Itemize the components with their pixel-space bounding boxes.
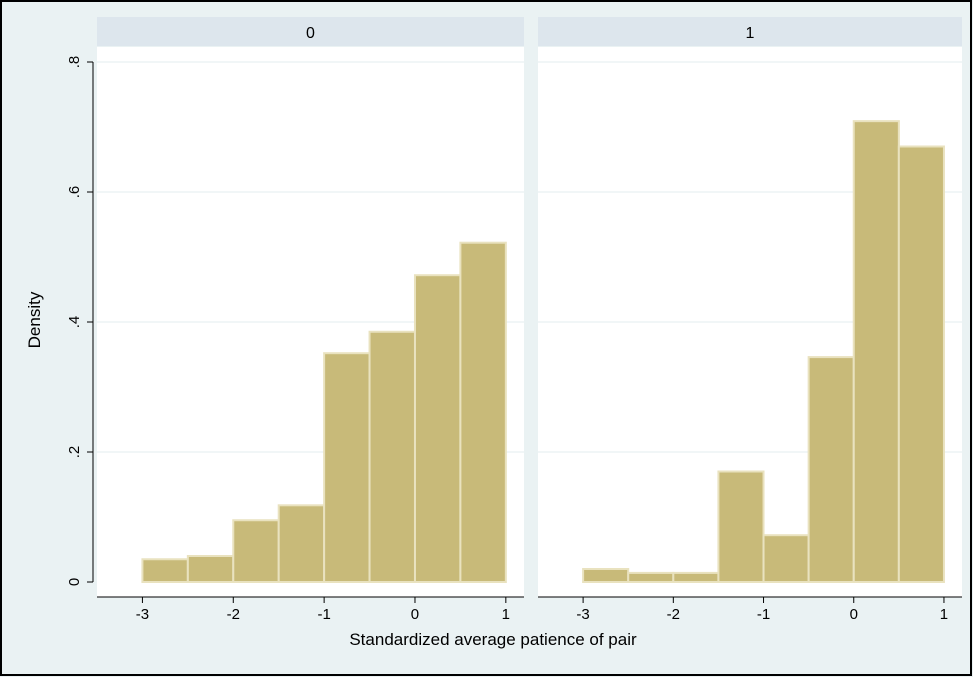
histogram-bar [672, 571, 720, 584]
x-tick-label: 0 [411, 606, 419, 623]
histogram-bar [141, 558, 189, 583]
panel-1: 1 -3 -2 -1 0 1 [538, 17, 962, 623]
histogram-bar [852, 120, 900, 584]
x-tick-label: 1 [502, 606, 510, 623]
histogram-bar [582, 568, 630, 583]
x-tick-label: 1 [940, 606, 948, 623]
x-tick-label: -3 [136, 606, 149, 623]
panel-strip-label: 0 [306, 25, 315, 42]
y-tick-label: .2 [66, 446, 83, 459]
panels-layer: 0 -3 -2 -1 0 1 1 -3 -2 -1 0 1 [97, 17, 962, 623]
panel-strip [97, 17, 524, 46]
y-axis-title: Density [25, 291, 44, 348]
histogram-bar [807, 356, 855, 583]
y-tick-label: 0 [66, 578, 83, 586]
histogram-bar [277, 504, 326, 583]
y-axis: 0 .2 .4 .6 .8 [66, 56, 94, 586]
histogram-bar [762, 534, 810, 584]
histogram-bar [897, 145, 945, 583]
histogram-bar [717, 470, 765, 583]
panel-0: 0 -3 -2 -1 0 1 [97, 17, 524, 623]
y-tick-label: .6 [66, 186, 83, 199]
histogram-bar [368, 330, 416, 583]
panel-strip-label: 1 [746, 25, 755, 42]
histogram-bar [459, 241, 507, 583]
y-tick-label: .8 [66, 56, 83, 69]
histogram-bar [323, 352, 371, 584]
histogram-bar [186, 555, 235, 583]
x-tick-label: -1 [317, 606, 330, 623]
x-tick-label: -3 [576, 606, 589, 623]
x-axis-title: Standardized average patience of pair [349, 630, 637, 649]
x-tick-label: 0 [850, 606, 858, 623]
x-tick-label: -2 [667, 606, 680, 623]
histogram-bar [627, 571, 675, 584]
histogram-bar [232, 519, 280, 583]
panel-strip [538, 17, 962, 46]
x-tick-label: -1 [757, 606, 770, 623]
x-tick-label: -2 [227, 606, 240, 623]
histogram-bar [413, 274, 462, 583]
y-tick-label: .4 [66, 316, 83, 329]
